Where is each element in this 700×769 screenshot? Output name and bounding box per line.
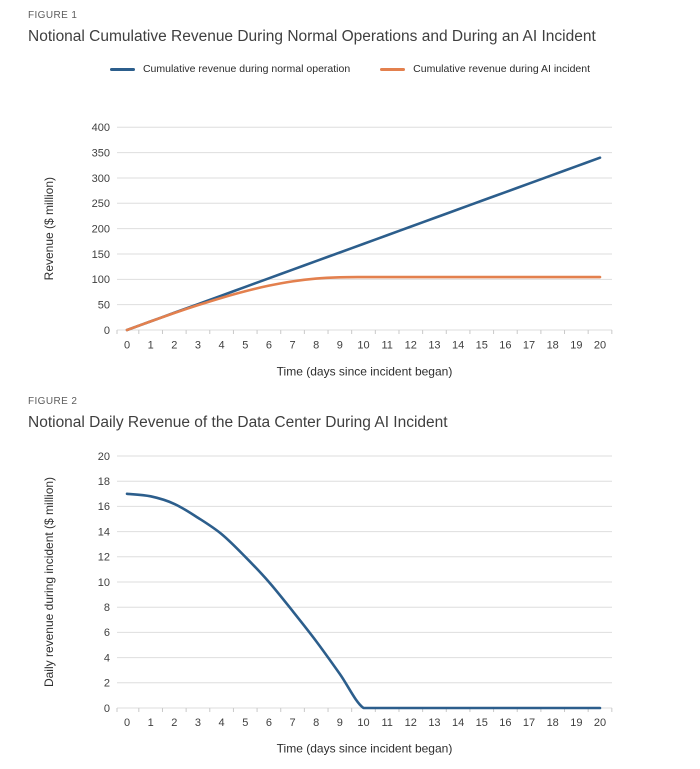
y-tick-label: 50: [98, 299, 110, 311]
y-tick-label: 18: [98, 476, 110, 488]
x-tick-label: 13: [428, 717, 440, 729]
x-tick-label: 1: [148, 717, 154, 729]
figure2-title: Notional Daily Revenue of the Data Cente…: [28, 414, 448, 431]
y-gridlines: [117, 455, 612, 709]
x-tick-label: 8: [313, 717, 319, 729]
x-tick-label: 19: [570, 340, 582, 352]
y-tick-label: 2: [104, 678, 110, 690]
cumulative-revenue-during-ai-incident-line: [125, 275, 602, 332]
legend-swatch-ai-incident-icon: [380, 67, 406, 71]
x-axis-title: Time (days since incident began): [277, 742, 453, 756]
y-tick-label: 10: [98, 577, 110, 589]
x-tick-label: 2: [171, 340, 177, 352]
y-tick-label: 4: [104, 652, 110, 664]
x-tick-label: 6: [266, 717, 272, 729]
x-tick-label: 4: [219, 717, 225, 729]
x-tick-label: 12: [405, 717, 417, 729]
legend-label-normal-operation: Cumulative revenue during normal operati…: [142, 63, 351, 75]
x-tick-label: 6: [266, 340, 272, 352]
x-tick-label: 15: [476, 340, 488, 352]
x-tick-label: 20: [594, 340, 606, 352]
legend-swatch-normal-operation-icon: [109, 67, 135, 71]
x-tick-label: 14: [452, 717, 464, 729]
x-tick-label: 2: [171, 717, 177, 729]
y-axis-title: Revenue ($ million): [42, 177, 56, 280]
x-tick-label: 5: [242, 340, 248, 352]
figure1-eyebrow: FIGURE 1: [28, 10, 78, 21]
y-tick-label: 16: [98, 501, 110, 513]
x-axis-title: Time (days since incident began): [277, 365, 453, 379]
y-tick-label: 400: [92, 122, 110, 134]
x-tick-label: 3: [195, 717, 201, 729]
x-tick-label: 7: [289, 340, 295, 352]
y-tick-label: 12: [98, 552, 110, 564]
figure1-legend: Cumulative revenue during normal operati…: [0, 61, 700, 77]
y-axis-title: Daily revenue during incident ($ million…: [42, 477, 56, 687]
x-tick-label: 12: [405, 340, 417, 352]
y-tick-label: 150: [92, 249, 110, 261]
y-tick-label: 350: [92, 147, 110, 159]
x-tick-marks: [116, 330, 613, 334]
x-tick-label: 18: [547, 340, 559, 352]
x-tick-label: 14: [452, 340, 464, 352]
y-tick-label: 20: [98, 451, 110, 463]
legend-label-ai-incident: Cumulative revenue during AI incident: [413, 63, 591, 75]
x-tick-label: 1: [148, 340, 154, 352]
x-tick-label: 0: [124, 340, 130, 352]
x-tick-label: 0: [124, 717, 130, 729]
y-tick-label: 0: [104, 703, 110, 715]
y-tick-label: 0: [104, 325, 110, 337]
x-tick-label: 3: [195, 340, 201, 352]
legend-item-normal-operation: Cumulative revenue during normal operati…: [109, 63, 351, 75]
x-tick-labels: 0 1 2 3 4 5 6 7 8 9 10 11 12 13 14 15 16 17 18 19 20: [124, 717, 606, 729]
y-tick-labels: 0 50 100 150 200 250 300 350 400: [92, 122, 110, 337]
x-tick-label: 17: [523, 717, 535, 729]
y-tick-labels: 0 2 4 6 8 10 12 14 16 18 20: [98, 451, 110, 715]
x-tick-label: 19: [570, 717, 582, 729]
figure2-eyebrow: FIGURE 2: [28, 396, 78, 407]
x-tick-label: 13: [428, 340, 440, 352]
x-tick-label: 17: [523, 340, 535, 352]
legend-item-ai-incident: Cumulative revenue during AI incident: [380, 63, 590, 75]
y-gridlines: [117, 126, 612, 331]
y-tick-label: 100: [92, 274, 110, 286]
x-tick-label: 9: [337, 340, 343, 352]
x-tick-label: 11: [381, 717, 392, 729]
y-tick-label: 300: [92, 173, 110, 185]
y-tick-label: 200: [92, 223, 110, 235]
x-tick-label: 16: [499, 717, 511, 729]
y-tick-label: 6: [104, 627, 110, 639]
daily-revenue-during-incident-line: [125, 492, 602, 710]
y-tick-label: 14: [98, 526, 110, 538]
x-tick-label: 20: [594, 717, 606, 729]
x-tick-label: 5: [242, 717, 248, 729]
y-tick-label: 8: [104, 602, 110, 614]
x-tick-label: 4: [219, 340, 225, 352]
x-tick-label: 10: [357, 717, 369, 729]
x-tick-label: 7: [289, 717, 295, 729]
x-tick-label: 11: [381, 340, 392, 352]
x-tick-label: 16: [499, 340, 511, 352]
x-tick-label: 9: [337, 717, 343, 729]
x-tick-label: 18: [547, 717, 559, 729]
x-tick-label: 15: [476, 717, 488, 729]
x-tick-label: 8: [313, 340, 319, 352]
figure1-title: Notional Cumulative Revenue During Norma…: [28, 28, 596, 45]
y-tick-label: 250: [92, 198, 110, 210]
x-tick-labels: 0 1 2 3 4 5 6 7 8 9 10 11 12 13 14 15 16 17 18 19 20: [124, 340, 606, 352]
x-tick-label: 10: [357, 340, 369, 352]
